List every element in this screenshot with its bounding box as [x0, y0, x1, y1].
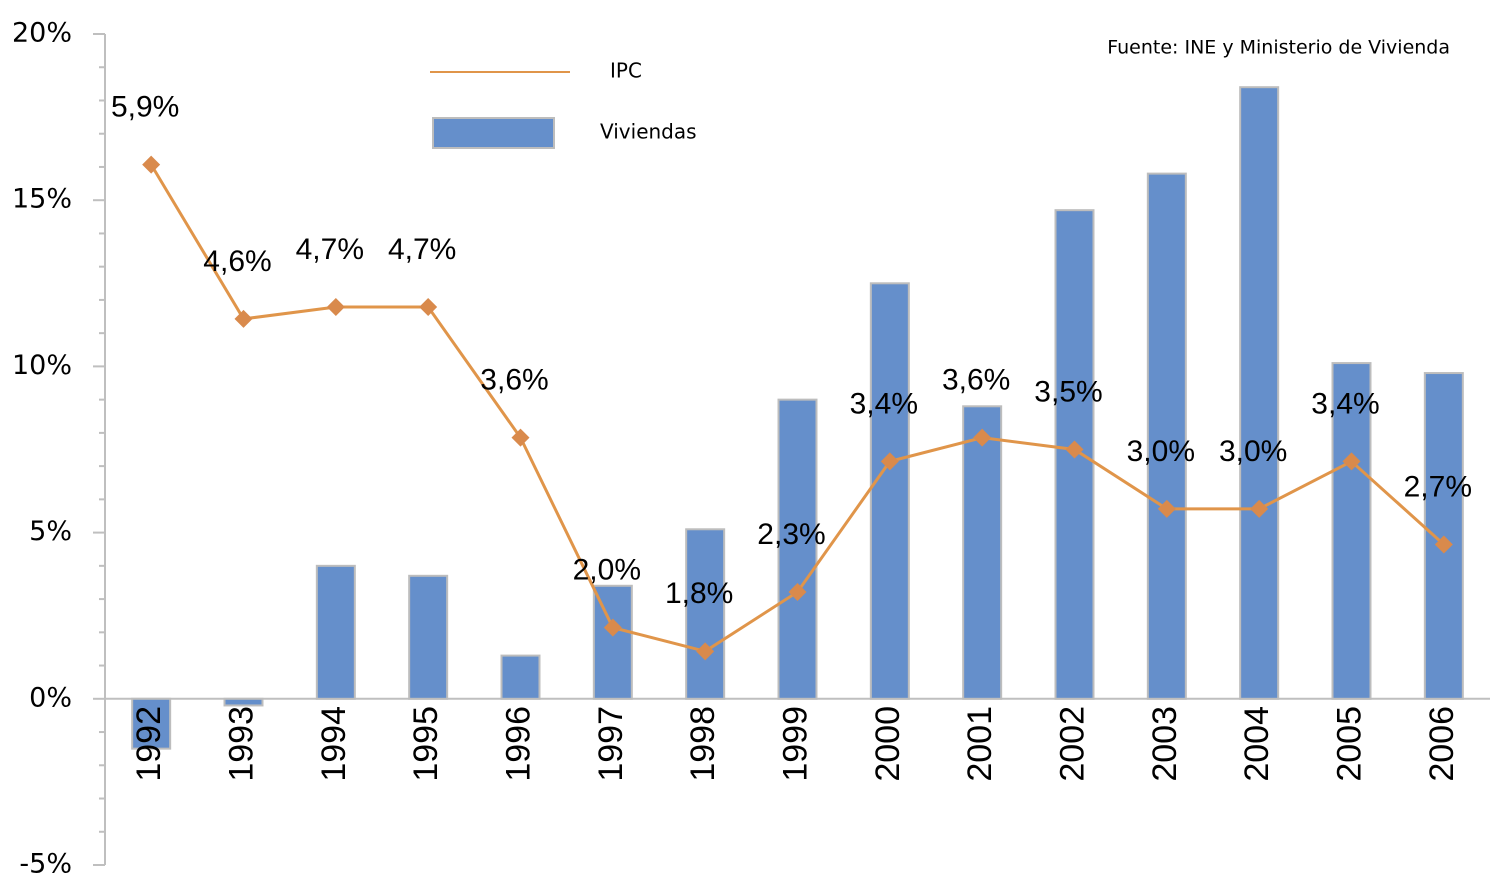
marker	[1342, 452, 1361, 471]
marker	[326, 298, 345, 317]
marker	[1157, 499, 1176, 518]
x-tick-label: 1992	[130, 706, 168, 782]
bar	[500, 654, 541, 700]
legend-swatch	[432, 117, 555, 149]
y-tick-label: 0%	[29, 682, 72, 713]
x-tick-label: 2005	[1330, 706, 1368, 782]
x-tick-label: 2003	[1146, 706, 1184, 782]
marker	[511, 428, 530, 447]
bar	[1054, 209, 1095, 700]
data-label: 3,4%	[1311, 387, 1379, 420]
x-tick-label: 1994	[315, 706, 353, 782]
x-tick-label: 1997	[592, 706, 630, 782]
bar	[962, 405, 1003, 700]
data-label: 3,0%	[1127, 435, 1195, 468]
marker	[1434, 535, 1453, 554]
data-label: 3,6%	[942, 364, 1010, 397]
bar	[223, 697, 264, 707]
data-label: 4,7%	[296, 233, 364, 266]
bar	[1146, 172, 1187, 700]
x-tick-label: 2002	[1053, 706, 1091, 782]
bar	[777, 398, 818, 700]
marker	[973, 428, 992, 447]
x-tick-label: 2004	[1238, 706, 1276, 782]
bar	[408, 574, 449, 700]
legend-label: Viviendas	[600, 120, 697, 144]
data-label: 2,7%	[1404, 470, 1472, 503]
marker	[880, 452, 899, 471]
data-label: 1,8%	[665, 577, 733, 610]
legend-label: IPC	[610, 59, 642, 83]
marker	[1250, 499, 1269, 518]
data-label: 2,3%	[757, 518, 825, 551]
bar	[1331, 362, 1372, 700]
x-tick-label: 1999	[776, 706, 814, 782]
data-label: 4,6%	[203, 245, 271, 278]
bar	[315, 564, 356, 700]
y-tick-label: 10%	[12, 350, 72, 381]
bar	[685, 528, 726, 700]
bar	[869, 282, 910, 700]
x-tick-label: 2000	[869, 706, 907, 782]
x-tick-label: 1996	[499, 706, 537, 782]
data-label: 3,6%	[480, 364, 548, 397]
x-tick-label: 2006	[1423, 706, 1461, 782]
marker	[696, 642, 715, 661]
bar	[131, 697, 172, 750]
data-label: 5,9%	[111, 91, 179, 124]
x-tick-label: 1993	[222, 706, 260, 782]
marker	[788, 582, 807, 601]
source-note: Fuente: INE y Ministerio de Vivienda	[1107, 37, 1450, 59]
marker	[603, 618, 622, 637]
y-tick-label: 5%	[29, 516, 72, 547]
x-tick-label: 2001	[961, 706, 999, 782]
data-label: 3,4%	[850, 387, 918, 420]
marker	[419, 298, 438, 317]
y-tick-label: 15%	[12, 184, 72, 215]
x-tick-label: 1998	[684, 706, 722, 782]
data-label: 4,7%	[388, 233, 456, 266]
data-label: 2,0%	[573, 553, 641, 586]
marker	[1065, 440, 1084, 459]
marker	[234, 309, 253, 328]
x-tick-label: 1995	[407, 706, 445, 782]
data-label: 3,0%	[1219, 435, 1287, 468]
marker	[142, 155, 161, 174]
bar	[1239, 86, 1280, 700]
y-tick-label: 20%	[12, 18, 72, 49]
y-tick-label: -5%	[19, 849, 72, 874]
data-label: 3,5%	[1034, 375, 1102, 408]
